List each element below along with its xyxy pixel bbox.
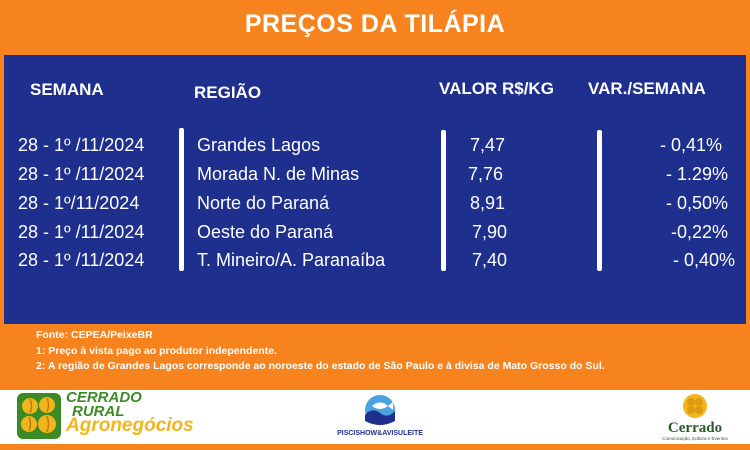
column-header-week: SEMANA — [30, 80, 104, 99]
piscishow-logo: PISCISHOW&AVISULEITE — [330, 393, 430, 441]
column-header-value: VALOR R$/KG — [439, 79, 554, 98]
column-header-region: REGIÃO — [194, 83, 262, 102]
week-cell: 28 - 1º /11/2024 — [18, 250, 145, 270]
column-divider — [441, 130, 446, 271]
coffee-beans-icon — [17, 393, 61, 439]
logo-line-2: RURAL — [72, 403, 125, 420]
footnote-1: 1: Preço à vista pago ao produtor indepe… — [36, 344, 277, 357]
value-cell: 7,47 — [470, 135, 506, 155]
table-row: 28 - 1º/11/2024 Norte do Paraná 8,91 - 0… — [0, 193, 750, 221]
variation-cell: - 1.29% — [665, 164, 728, 184]
region-cell: Oeste do Paraná — [197, 222, 334, 242]
table-row: 28 - 1º /11/2024 Oeste do Paraná 7,90 -0… — [0, 222, 750, 250]
value-cell: 7,40 — [472, 250, 508, 270]
source-note: Fonte: CEPEA/PeixeBR — [36, 329, 153, 341]
cerrado-rural-logo: CERRADO RURAL Agronegócios — [16, 389, 216, 441]
logo-line-1: CERRADO — [66, 389, 142, 406]
region-cell: Grandes Lagos — [197, 135, 321, 155]
week-cell: 28 - 1º /11/2024 — [18, 135, 145, 155]
table-row: 28 - 1º /11/2024 Grandes Lagos 7,47 - 0,… — [0, 135, 750, 163]
variation-cell: -0,22% — [670, 222, 728, 242]
footnote-2: 2: A região de Grandes Lagos corresponde… — [36, 360, 605, 372]
week-cell: 28 - 1º /11/2024 — [18, 222, 145, 242]
variation-cell: - 0,50% — [665, 193, 728, 213]
region-cell: T. Mineiro/A. Paranaíba — [197, 250, 386, 270]
value-cell: 8,91 — [470, 193, 506, 213]
column-header-variation: VAR./SEMANA — [588, 79, 706, 98]
logo-line-3: Agronegócios — [66, 415, 194, 436]
table-row: 28 - 1º /11/2024 T. Mineiro/A. Paranaíba… — [0, 250, 750, 278]
header-banner: PREÇOS DA TILÁPIA — [0, 0, 750, 48]
region-cell: Morada N. de Minas — [197, 164, 360, 184]
fish-wave-icon — [365, 395, 395, 425]
value-cell: 7,76 — [468, 164, 504, 184]
region-cell: Norte do Paraná — [197, 193, 330, 213]
page-title: PREÇOS DA TILÁPIA — [244, 9, 506, 38]
column-divider — [597, 130, 602, 271]
coffee-bean-icon — [683, 394, 707, 418]
value-cell: 7,90 — [472, 222, 508, 242]
variation-cell: - 0,40% — [672, 250, 735, 270]
week-cell: 28 - 1º/11/2024 — [18, 193, 140, 213]
cerrado-logo: Cerrado Comunicação, Editora e Eventos — [650, 391, 740, 443]
bottom-bar — [0, 444, 750, 450]
table-row: 28 - 1º /11/2024 Morada N. de Minas 7,76… — [0, 164, 750, 192]
week-cell: 28 - 1º /11/2024 — [18, 164, 145, 184]
cerrado-subtitle: Comunicação, Editora e Eventos — [662, 436, 728, 441]
variation-cell: - 0,41% — [659, 135, 722, 155]
footnotes: Fonte: CEPEA/PeixeBR 1: Preço à vista pa… — [0, 324, 750, 390]
price-table-panel — [4, 55, 746, 324]
piscishow-wordmark: PISCISHOW&AVISULEITE — [337, 430, 423, 437]
cerrado-wordmark: Cerrado — [667, 420, 723, 436]
column-divider — [179, 128, 184, 271]
cerrado-rural-wordmark: CERRADO RURAL Agronegócios — [66, 389, 194, 436]
